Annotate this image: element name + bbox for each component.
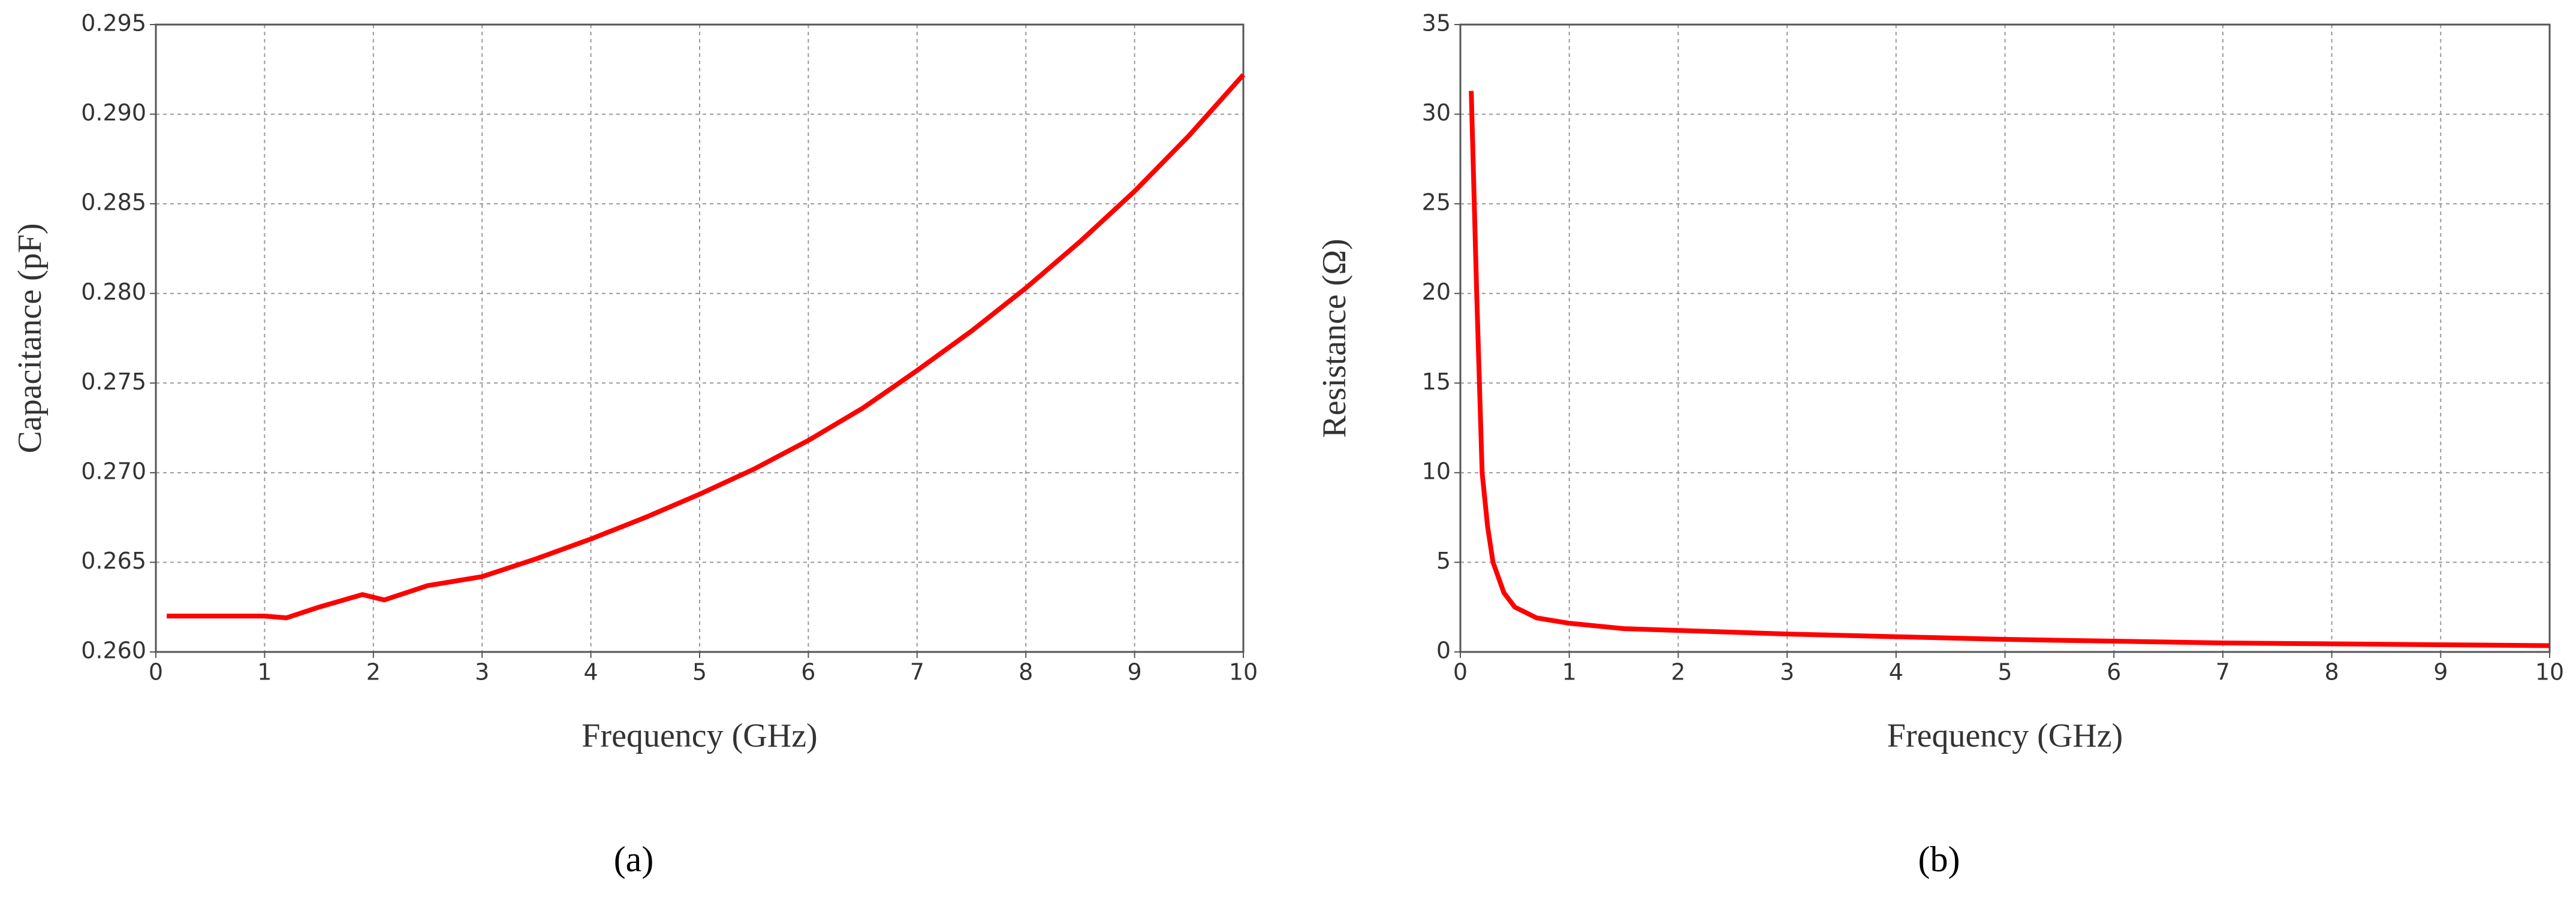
x-tick-label: 3 (475, 659, 489, 685)
caption: (a) (614, 839, 654, 879)
x-tick-label: 3 (1780, 659, 1794, 685)
plot-frame (155, 23, 1245, 653)
x-tick-label: 4 (584, 659, 598, 685)
x-tick-label: 6 (2107, 659, 2121, 685)
y-tick-label: 0.295 (81, 10, 146, 37)
x-tick-label: 1 (1562, 659, 1577, 685)
y-tick-label: 15 (1422, 369, 1451, 395)
x-tick-label: 8 (2325, 659, 2339, 685)
caption: (b) (1918, 839, 1960, 879)
x-tick-label: 4 (1889, 659, 1903, 685)
y-tick-label: 10 (1422, 458, 1451, 484)
data-line (167, 73, 1245, 621)
y-axis-label: Resistance (Ω) (1316, 238, 1353, 437)
x-tick-label: 9 (1128, 659, 1142, 685)
y-tick-label: 0.285 (81, 189, 146, 216)
x-axis-label: Frequency (GHz) (582, 717, 817, 754)
y-tick-label: 0.280 (81, 279, 146, 305)
y-tick-label: 0 (1436, 638, 1451, 664)
x-axis-label: Frequency (GHz) (1887, 717, 2123, 754)
y-tick-label: 0.290 (81, 99, 146, 126)
y-tick-label: 0.275 (81, 369, 146, 395)
x-tick-label: 7 (910, 659, 924, 685)
x-tick-label: 2 (1671, 659, 1685, 685)
x-tick-label: 0 (149, 659, 163, 685)
x-tick-label: 6 (801, 659, 815, 685)
y-tick-label: 20 (1422, 279, 1451, 305)
y-tick-label: 0.270 (81, 458, 146, 484)
y-axis-label: Capacitance (pF) (11, 223, 49, 453)
y-tick-label: 35 (1422, 10, 1451, 37)
x-tick-label: 0 (1453, 659, 1468, 685)
y-tick-label: 0.265 (81, 548, 146, 574)
x-tick-label: 7 (2216, 659, 2230, 685)
x-tick-label: 10 (1229, 659, 1258, 685)
x-tick-label: 9 (2433, 659, 2448, 685)
x-tick-label: 1 (257, 659, 272, 685)
x-tick-label: 2 (366, 659, 381, 685)
y-tick-label: 30 (1422, 99, 1451, 126)
x-tick-label: 5 (692, 659, 707, 685)
x-tick-label: 8 (1019, 659, 1033, 685)
data-line (1469, 90, 2550, 648)
y-tick-label: 25 (1422, 189, 1451, 216)
x-tick-label: 5 (1997, 659, 2012, 685)
x-tick-label: 10 (2535, 659, 2564, 685)
plot-frame (1459, 23, 2551, 653)
y-tick-label: 5 (1436, 548, 1451, 574)
y-tick-label: 0.260 (81, 638, 146, 664)
